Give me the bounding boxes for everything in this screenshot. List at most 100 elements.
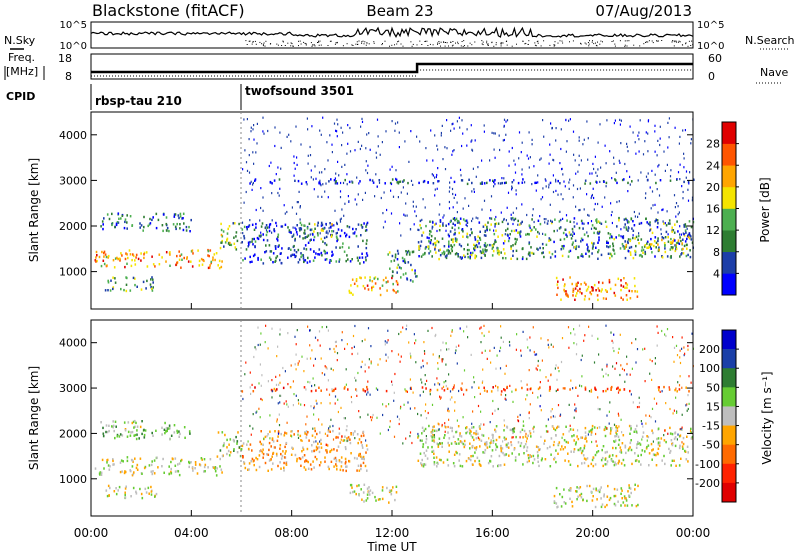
velocity-scatter-cell: [411, 441, 413, 445]
power-echo-cell: [298, 258, 301, 261]
power-echo-cell: [229, 241, 231, 245]
power-echo-cell: [674, 223, 676, 226]
noise-search-dot: [427, 45, 429, 46]
velocity-echo-cell: [537, 456, 539, 459]
velocity-scatter-cell: [537, 359, 539, 363]
velocity-echo-cell: [251, 449, 253, 452]
noise-search-dot: [358, 40, 360, 42]
velocity-echo-cell: [421, 386, 424, 389]
power-echo-cell: [656, 219, 659, 222]
power-scatter-cell: [679, 163, 681, 166]
power-scatter-cell: [518, 157, 520, 160]
power-echo-cell: [394, 253, 397, 256]
velocity-echo-cell: [455, 430, 457, 434]
velocity-echo-cell: [461, 465, 464, 468]
velocity-echo-cell: [492, 441, 495, 444]
power-echo-cell: [544, 233, 547, 236]
velocity-echo-cell: [581, 450, 584, 453]
power-scatter-cell: [248, 171, 251, 174]
power-echo-cell: [274, 245, 277, 248]
power-scatter-cell: [587, 137, 589, 140]
noise-search-dot: [464, 45, 465, 47]
power-echo-cell: [568, 231, 571, 234]
power-scatter-cell: [458, 116, 460, 119]
power-echo-cell: [638, 254, 641, 257]
velocity-scatter-cell: [271, 327, 273, 330]
velocity-echo-cell: [222, 444, 225, 447]
power-echo-cell: [629, 297, 632, 300]
power-scatter-cell: [310, 176, 312, 179]
velocity-scatter-cell: [610, 331, 612, 334]
power-echo-cell: [515, 249, 518, 252]
noise-search-dot: [252, 41, 254, 43]
velocity-scatter-cell: [329, 402, 331, 405]
power-echo-cell: [348, 235, 351, 239]
power-scatter-cell: [529, 226, 531, 230]
power-echo-cell: [330, 234, 333, 237]
power-echo-cell: [562, 278, 564, 281]
velocity-scatter-cell: [517, 420, 520, 423]
velocity-echo-cell: [259, 440, 261, 444]
velocity-echo-cell: [331, 389, 334, 393]
power-echo-cell: [642, 251, 644, 254]
power-echo-cell: [293, 244, 295, 248]
velocity-scatter-cell: [613, 333, 615, 336]
velocity-echo-cell: [591, 458, 594, 462]
power-echo-cell: [120, 217, 122, 220]
power-echo-cell: [361, 256, 364, 259]
velocity-scatter-cell: [539, 405, 541, 408]
power-echo-cell: [341, 245, 344, 249]
power-echo-cell: [607, 241, 609, 245]
power-echo-cell: [131, 224, 133, 227]
velocity-echo-cell: [220, 468, 223, 471]
power-echo-cell: [279, 258, 281, 262]
power-echo-cell: [121, 254, 123, 257]
power-echo-cell: [673, 238, 675, 241]
velocity-echo-cell: [279, 447, 281, 450]
power-echo-cell: [281, 225, 284, 228]
velocity-echo-cell: [174, 470, 177, 473]
velocity-echo-cell: [341, 435, 343, 438]
station-title: Blackstone (fitACF): [92, 1, 245, 20]
velocity-echo-cell: [478, 386, 480, 389]
power-echo-cell: [454, 237, 457, 240]
velocity-echo-cell: [124, 487, 127, 490]
power-echo-cell: [535, 228, 537, 231]
velocity-echo-cell: [580, 496, 583, 499]
velocity-scatter-cell: [340, 406, 342, 409]
power-scatter-cell: [512, 222, 514, 226]
velocity-echo-cell: [557, 425, 560, 428]
velocity-scatter-cell: [357, 371, 359, 375]
velocity-echo-cell: [135, 492, 138, 495]
power-echo-cell: [583, 298, 586, 301]
power-scatter-cell: [511, 188, 513, 191]
power-echo-cell: [446, 249, 448, 252]
power-scatter-cell: [504, 233, 506, 236]
velocity-scatter-cell: [444, 422, 446, 425]
velocity-scatter-cell: [690, 381, 692, 384]
power-echo-cell: [686, 237, 688, 241]
power-echo-cell: [494, 179, 496, 182]
velocity-echo-cell: [178, 462, 181, 465]
velocity-echo-cell: [320, 389, 322, 392]
velocity-scatter-cell: [630, 393, 632, 396]
velocity-scatter-cell: [396, 415, 399, 418]
power-echo-cell: [683, 232, 685, 236]
power-echo-cell: [168, 229, 170, 233]
power-echo-cell: [676, 220, 678, 223]
power-scatter-cell: [435, 222, 437, 225]
velocity-echo-cell: [506, 385, 508, 389]
power-echo-cell: [671, 247, 674, 251]
power-scatter-cell: [577, 170, 579, 173]
power-echo-cell: [293, 253, 295, 256]
velocity-echo-cell: [561, 495, 564, 499]
power-echo-cell: [320, 221, 323, 225]
power-scatter-cell: [264, 226, 266, 229]
velocity-echo-cell: [336, 468, 338, 471]
power-scatter-cell: [456, 211, 458, 214]
power-echo-cell: [595, 289, 597, 292]
velocity-echo-cell: [590, 431, 593, 434]
velocity-echo-cell: [646, 445, 648, 449]
power-echo-cell: [589, 182, 592, 185]
noise-search-dot: [262, 45, 264, 47]
